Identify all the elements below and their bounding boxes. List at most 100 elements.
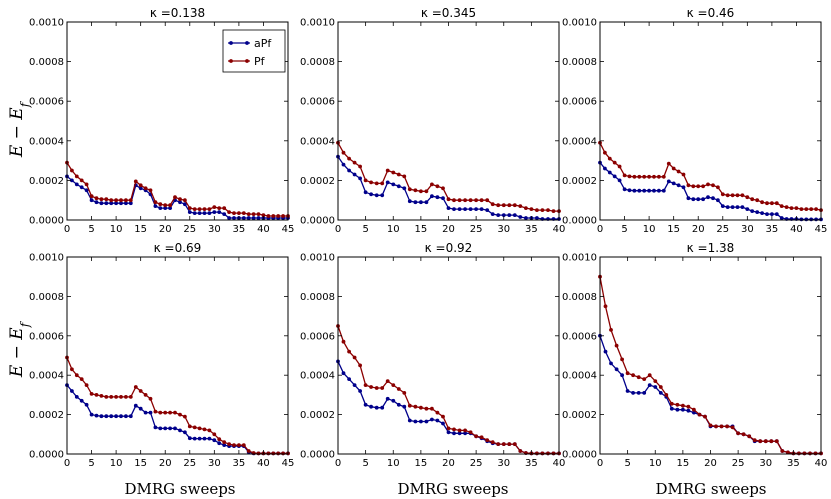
data-point-Pf: [363, 383, 368, 387]
series-line-Pf: [66, 357, 288, 455]
data-point-Pf: [380, 181, 385, 186]
data-point-aPf: [212, 438, 217, 443]
data-point-Pf: [407, 403, 412, 408]
data-point-aPf: [647, 188, 651, 193]
data-point-aPf: [671, 181, 676, 186]
legend: aPf Pf: [222, 29, 286, 73]
data-point-Pf: [736, 431, 740, 436]
data-point-Pf: [551, 451, 556, 456]
data-point-aPf: [114, 414, 118, 419]
data-point-Pf: [84, 383, 89, 387]
y-tick-label: 0.0000: [300, 450, 335, 461]
data-point-Pf: [369, 385, 373, 389]
x-tick-label: 25: [183, 458, 196, 469]
data-point-Pf: [789, 206, 794, 211]
panel-6: κ =1.38 0 5 10 15 20 25 30 35 40 0.0000 0.0002 0.000…: [562, 241, 827, 469]
data-point-Pf: [512, 442, 517, 446]
data-point-Pf: [183, 198, 187, 203]
panel-title: κ =0.138: [150, 6, 205, 20]
x-tick-label: 10: [110, 224, 123, 235]
data-point-Pf: [474, 198, 478, 203]
data-point-aPf: [402, 404, 407, 409]
data-point-Pf: [173, 410, 177, 415]
y-tick-label: 0.0002: [562, 176, 597, 187]
data-point-aPf: [385, 396, 390, 401]
data-point-Pf: [261, 213, 266, 218]
series-line-aPf: [599, 162, 821, 221]
y-tick-label: 0.0006: [562, 97, 597, 108]
data-point-aPf: [202, 211, 207, 216]
data-point-Pf: [109, 395, 114, 399]
data-point-aPf: [740, 205, 745, 210]
data-point-Pf: [133, 385, 138, 389]
data-point-aPf: [485, 208, 490, 213]
data-point-aPf: [720, 204, 725, 209]
data-point-Pf: [138, 389, 143, 393]
data-point-Pf: [636, 375, 641, 380]
data-point-Pf: [363, 178, 368, 183]
data-point-Pf: [380, 386, 385, 390]
data-point-aPf: [609, 361, 613, 366]
data-point-Pf: [143, 393, 148, 397]
data-point-Pf: [485, 198, 490, 203]
y-tick-label: 0.0010: [300, 253, 335, 264]
x-tick-label: 0: [597, 224, 603, 235]
x-tick-label: 5: [362, 224, 368, 235]
data-point-aPf: [138, 406, 143, 411]
data-point-Pf: [207, 428, 212, 433]
y-axis-label-bottom: E − Ef: [7, 320, 32, 378]
data-point-Pf: [804, 207, 809, 212]
data-point-Pf: [741, 432, 746, 437]
data-point-Pf: [241, 211, 246, 216]
y-tick-label: 0.0006: [300, 97, 335, 108]
data-point-Pf: [74, 373, 79, 378]
data-point-Pf: [232, 443, 236, 447]
data-point-aPf: [535, 216, 539, 220]
data-point-Pf: [163, 203, 168, 208]
data-point-aPf: [163, 206, 168, 211]
x-tick-label: 35: [525, 458, 538, 469]
data-point-Pf: [109, 198, 114, 203]
data-point-aPf: [251, 216, 256, 220]
data-point-aPf: [745, 207, 750, 212]
data-point-aPf: [358, 389, 362, 393]
x-tick-label: 5: [88, 458, 94, 469]
data-point-Pf: [675, 402, 680, 407]
data-point-Pf: [119, 395, 123, 399]
data-point-Pf: [396, 172, 401, 177]
y-tick-label: 0.0002: [300, 410, 335, 421]
panel-title: κ =0.69: [154, 241, 202, 255]
data-point-Pf: [752, 438, 757, 443]
data-point-Pf: [256, 451, 261, 456]
y-tick-label: 0.0004: [300, 136, 335, 147]
data-point-Pf: [99, 394, 104, 398]
series-line-aPf: [66, 175, 288, 219]
y-tick-label: 0.0000: [562, 450, 597, 461]
data-point-Pf: [153, 409, 158, 414]
data-point-Pf: [119, 198, 123, 203]
data-point-aPf: [369, 192, 373, 197]
plot-frame: [66, 256, 289, 455]
data-point-Pf: [128, 198, 133, 203]
y-tick-label: 0.0002: [29, 176, 64, 187]
data-point-aPf: [730, 205, 735, 210]
data-point-aPf: [74, 182, 79, 187]
data-point-aPf: [661, 188, 666, 193]
data-point-Pf: [99, 197, 104, 202]
data-point-Pf: [457, 198, 462, 203]
data-point-Pf: [163, 410, 168, 415]
data-point-aPf: [114, 201, 118, 206]
data-point-aPf: [380, 405, 385, 410]
data-point-Pf: [653, 379, 658, 383]
data-point-Pf: [212, 432, 217, 437]
y-tick-label: 0.0010: [29, 253, 64, 264]
data-point-Pf: [784, 205, 789, 210]
data-point-aPf: [94, 413, 99, 418]
data-point-Pf: [168, 203, 173, 208]
data-point-aPf: [124, 201, 128, 206]
data-point-Pf: [501, 442, 506, 446]
x-tick-label: 30: [208, 458, 221, 469]
data-point-Pf: [446, 426, 451, 431]
data-point-aPf: [402, 186, 407, 191]
data-point-aPf: [217, 210, 222, 215]
